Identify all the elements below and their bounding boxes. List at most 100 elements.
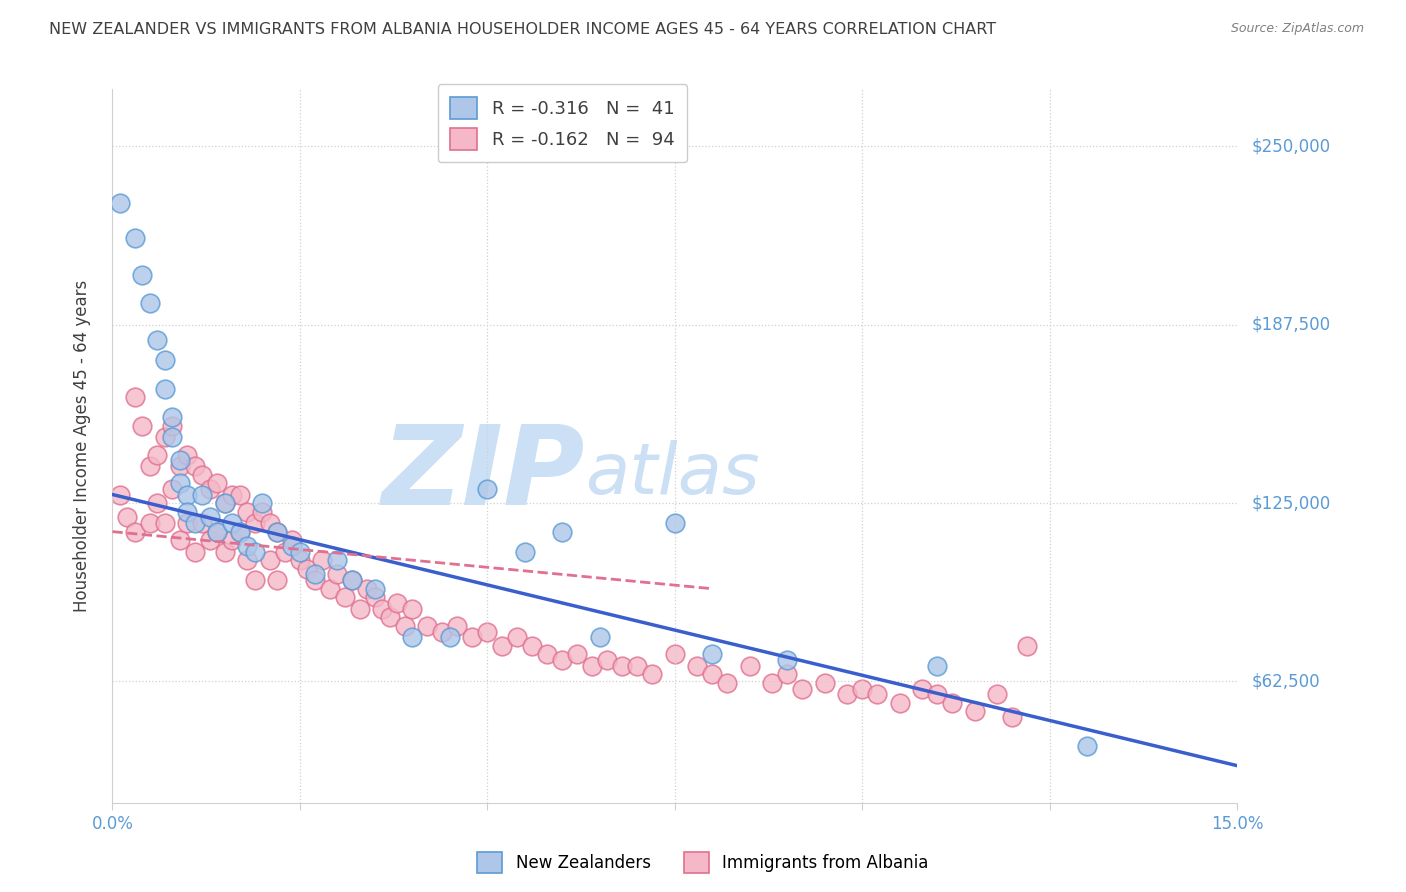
Point	[252, 496, 274, 510]
Point	[536, 648, 558, 662]
Point	[851, 681, 873, 696]
Point	[214, 544, 236, 558]
Point	[236, 505, 259, 519]
Point	[702, 648, 724, 662]
Point	[941, 696, 963, 710]
Point	[866, 687, 889, 701]
Point	[664, 648, 686, 662]
Point	[207, 524, 229, 539]
Point	[326, 553, 349, 567]
Point	[169, 453, 191, 467]
Point	[716, 676, 738, 690]
Point	[446, 619, 468, 633]
Point	[416, 619, 439, 633]
Point	[551, 653, 574, 667]
Point	[522, 639, 544, 653]
Point	[986, 687, 1008, 701]
Point	[761, 676, 783, 690]
Point	[124, 524, 146, 539]
Point	[963, 705, 986, 719]
Text: Source: ZipAtlas.com: Source: ZipAtlas.com	[1230, 22, 1364, 36]
Point	[776, 653, 799, 667]
Point	[176, 487, 198, 501]
Point	[911, 681, 934, 696]
Point	[461, 630, 484, 644]
Point	[491, 639, 513, 653]
Point	[776, 667, 799, 681]
Point	[236, 539, 259, 553]
Point	[319, 582, 342, 596]
Point	[1001, 710, 1024, 724]
Point	[551, 524, 574, 539]
Point	[191, 467, 214, 482]
Point	[162, 410, 184, 425]
Point	[401, 630, 423, 644]
Point	[326, 567, 349, 582]
Point	[207, 476, 229, 491]
Point	[814, 676, 837, 690]
Point	[191, 487, 214, 501]
Point	[439, 630, 461, 644]
Point	[1076, 739, 1098, 753]
Text: $125,000: $125,000	[1251, 494, 1330, 512]
Point	[356, 582, 378, 596]
Text: atlas: atlas	[585, 440, 759, 509]
Point	[288, 553, 311, 567]
Point	[139, 458, 162, 473]
Point	[837, 687, 859, 701]
Point	[1017, 639, 1039, 653]
Point	[221, 533, 243, 548]
Point	[139, 516, 162, 530]
Point	[686, 658, 709, 673]
Point	[664, 516, 686, 530]
Point	[364, 591, 387, 605]
Point	[927, 658, 949, 673]
Point	[162, 482, 184, 496]
Point	[581, 658, 603, 673]
Point	[889, 696, 911, 710]
Point	[198, 510, 221, 524]
Point	[596, 653, 619, 667]
Point	[349, 601, 371, 615]
Point	[229, 524, 252, 539]
Point	[146, 334, 169, 348]
Point	[311, 553, 333, 567]
Point	[198, 482, 221, 496]
Point	[162, 419, 184, 434]
Point	[281, 533, 304, 548]
Point	[117, 510, 139, 524]
Point	[162, 430, 184, 444]
Point	[266, 573, 288, 587]
Point	[214, 496, 236, 510]
Text: $187,500: $187,500	[1251, 316, 1330, 334]
Point	[236, 553, 259, 567]
Point	[108, 196, 131, 211]
Point	[243, 516, 266, 530]
Point	[304, 567, 326, 582]
Point	[477, 482, 499, 496]
Point	[513, 544, 536, 558]
Point	[612, 658, 634, 673]
Point	[333, 591, 356, 605]
Point	[176, 448, 198, 462]
Point	[184, 458, 207, 473]
Point	[506, 630, 529, 644]
Point	[153, 516, 176, 530]
Point	[394, 619, 416, 633]
Point	[589, 630, 612, 644]
Point	[207, 524, 229, 539]
Point	[626, 658, 648, 673]
Point	[288, 544, 311, 558]
Point	[229, 524, 252, 539]
Point	[342, 573, 364, 587]
Point	[252, 505, 274, 519]
Point	[378, 610, 401, 624]
Point	[153, 430, 176, 444]
Point	[176, 505, 198, 519]
Point	[432, 624, 454, 639]
Point	[124, 230, 146, 244]
Point	[266, 524, 288, 539]
Point	[266, 524, 288, 539]
Point	[221, 516, 243, 530]
Point	[243, 573, 266, 587]
